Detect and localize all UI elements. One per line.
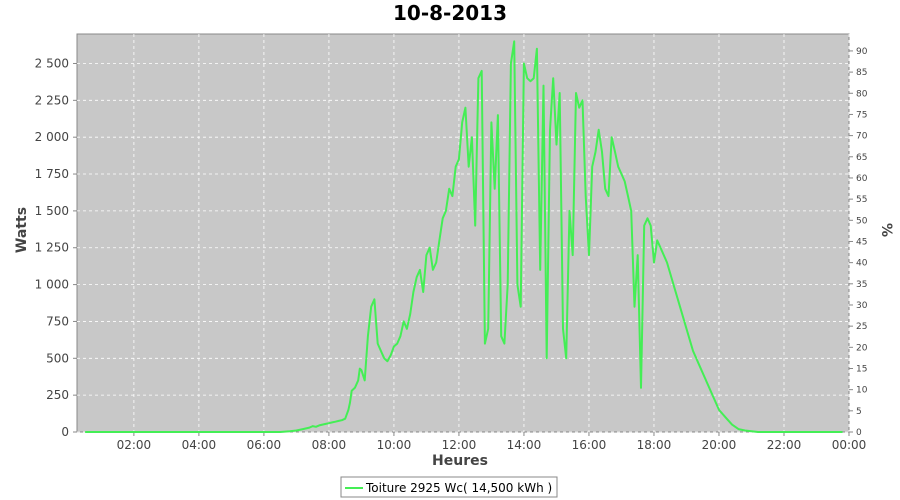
y-tick-label: 1 500 bbox=[35, 204, 69, 218]
y-tick-label: 1 750 bbox=[35, 167, 69, 181]
y-tick-label: 1 250 bbox=[35, 241, 69, 255]
x-tick-label: 04:00 bbox=[182, 438, 217, 452]
y-right-tick-label: 30 bbox=[856, 301, 868, 311]
y-axis-right-label: % bbox=[878, 223, 894, 237]
y-right-tick-label: 85 bbox=[856, 68, 867, 78]
y-right-tick-label: 25 bbox=[856, 322, 867, 332]
y-right-tick-label: 55 bbox=[856, 195, 867, 205]
y-tick-label: 2 500 bbox=[35, 56, 69, 70]
y-right-tick-label: 35 bbox=[856, 280, 867, 290]
series-line bbox=[85, 40, 843, 433]
chart-title: 10-8-2013 bbox=[393, 1, 507, 25]
x-tick-label: 12:00 bbox=[442, 438, 477, 452]
x-tick-label: 14:00 bbox=[507, 438, 542, 452]
x-tick-label: 22:00 bbox=[767, 438, 802, 452]
y-tick-label: 1 000 bbox=[35, 278, 69, 292]
y-right-tick-label: 60 bbox=[856, 174, 868, 184]
x-tick-label: 02:00 bbox=[117, 438, 152, 452]
x-tick-label: 18:00 bbox=[637, 438, 672, 452]
y-tick-label: 2 000 bbox=[35, 130, 69, 144]
y-right-tick-label: 5 bbox=[856, 407, 862, 417]
y-tick-label: 250 bbox=[46, 388, 69, 402]
y-axis-label: Watts bbox=[14, 207, 30, 253]
x-tick-label: 08:00 bbox=[312, 438, 347, 452]
series-layer bbox=[85, 40, 843, 433]
y-right-tick-label: 20 bbox=[856, 343, 868, 353]
grid-layer bbox=[77, 34, 850, 433]
x-axis-label: Heures bbox=[432, 453, 488, 469]
axis-layer: 02:00 04:00 06:00 08:00 10:00 12:00 14:00 16:00… bbox=[35, 47, 868, 452]
y-right-tick-label: 70 bbox=[856, 132, 868, 142]
x-tick-label: 06:00 bbox=[247, 438, 282, 452]
x-tick-label: 00:00 bbox=[832, 438, 867, 452]
legend-box bbox=[340, 476, 558, 498]
y-right-tick-label: 50 bbox=[856, 216, 868, 226]
y-right-tick-label: 15 bbox=[856, 364, 867, 374]
y-tick-label: 0 bbox=[61, 425, 69, 439]
y-tick-label: 500 bbox=[46, 351, 69, 365]
y-right-tick-label: 90 bbox=[856, 47, 868, 57]
legend: Toiture 2925 Wc( 14,500 kWh ) bbox=[340, 476, 558, 498]
y-right-tick-label: 10 bbox=[856, 386, 868, 396]
x-tick-label: 20:00 bbox=[702, 438, 737, 452]
y-right-tick-label: 40 bbox=[856, 259, 868, 269]
y-tick-label: 2 250 bbox=[35, 93, 69, 107]
y-right-tick-label: 75 bbox=[856, 110, 867, 120]
y-right-tick-label: 0 bbox=[856, 428, 862, 438]
x-tick-label: 10:00 bbox=[377, 438, 412, 452]
plot-area bbox=[76, 33, 850, 433]
y-tick-label: 750 bbox=[46, 314, 69, 328]
x-tick-label: 16:00 bbox=[572, 438, 607, 452]
y-right-tick-label: 80 bbox=[856, 89, 868, 99]
legend-label: Toiture 2925 Wc( 14,500 kWh ) bbox=[365, 481, 552, 495]
y-right-tick-label: 45 bbox=[856, 237, 867, 247]
y-right-tick-label: 65 bbox=[856, 153, 867, 163]
